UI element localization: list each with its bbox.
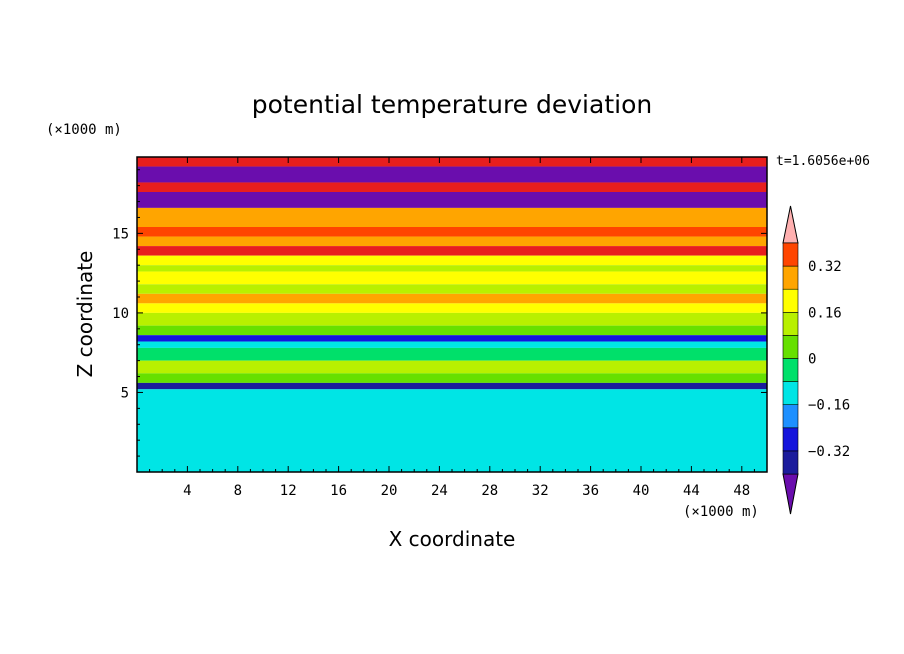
x-tick-label: 8 xyxy=(234,483,242,499)
field-band-18 xyxy=(137,347,767,361)
y-axis-ticks: 5 10 15 xyxy=(112,169,767,457)
colorbar-segment xyxy=(782,288,799,313)
colorbar-segment xyxy=(782,358,799,382)
field-band-19 xyxy=(137,360,767,374)
colorbar-label: −0.16 xyxy=(808,398,850,414)
y-tick-label: 5 xyxy=(121,385,129,401)
field-band-17 xyxy=(137,341,767,348)
field-band-8 xyxy=(137,255,767,266)
field-band-11 xyxy=(137,284,767,294)
field-band-12 xyxy=(137,293,767,304)
field-band-9 xyxy=(137,265,767,272)
x-tick-label: 36 xyxy=(582,483,599,499)
field-band-5 xyxy=(137,227,767,237)
x-tick-label: 24 xyxy=(431,483,448,499)
x-tick-label: 40 xyxy=(633,483,650,499)
y-axis-label: Z coordinate xyxy=(73,251,97,378)
x-tick-label: 28 xyxy=(481,483,498,499)
colorbar-label: 0.32 xyxy=(808,259,842,275)
x-tick-label: 48 xyxy=(733,483,750,499)
colorbar-segment xyxy=(782,450,799,475)
x-tick-label: 4 xyxy=(183,483,191,499)
y-unit-label: (×1000 m) xyxy=(46,122,122,138)
x-tick-label: 44 xyxy=(683,483,700,499)
x-axis-ticks: 4 8 12 16 20 24 28 32 36 40 44 48 xyxy=(149,157,755,499)
field-band-7 xyxy=(137,246,767,256)
colorbar-label: 0.16 xyxy=(808,305,842,321)
x-unit-label: (×1000 m) xyxy=(683,504,759,520)
x-axis-label: X coordinate xyxy=(389,527,516,551)
field-band-13 xyxy=(137,303,767,313)
x-tick-label: 12 xyxy=(280,483,297,499)
x-tick-label: 16 xyxy=(330,483,347,499)
y-tick-label: 10 xyxy=(112,306,129,322)
field-band-14 xyxy=(137,312,767,326)
y-tick-label: 15 xyxy=(112,226,129,242)
colorbar-extend-bottom xyxy=(782,473,799,515)
field-band-21 xyxy=(137,382,767,390)
colorbar-label: −0.32 xyxy=(808,444,850,460)
colorbar-segment xyxy=(782,311,799,336)
colorbar-segment xyxy=(782,265,799,290)
field-band-4 xyxy=(137,207,767,227)
field-band-16 xyxy=(137,335,767,342)
field-band-3 xyxy=(137,192,767,208)
x-tick-label: 20 xyxy=(381,483,398,499)
colorbar: 0.32 0.16 0 −0.16 −0.32 xyxy=(782,205,850,515)
colorbar-segment xyxy=(782,427,799,452)
field-band-0 xyxy=(137,157,767,167)
colorbar-segment xyxy=(782,335,799,359)
x-tick-label: 32 xyxy=(532,483,549,499)
colorbar-extend-top xyxy=(782,205,799,244)
field-band-2 xyxy=(137,182,767,192)
field-band-10 xyxy=(137,271,767,285)
time-label: t=1.6056e+06 xyxy=(776,154,870,169)
colorbar-segment xyxy=(782,404,799,429)
field-band-15 xyxy=(137,325,767,336)
field-band-22 xyxy=(137,389,767,472)
field-band-20 xyxy=(137,373,767,383)
contour-field xyxy=(137,157,767,472)
colorbar-label: 0 xyxy=(808,352,816,368)
field-band-1 xyxy=(137,166,767,183)
colorbar-segment xyxy=(782,381,799,406)
chart-title: potential temperature deviation xyxy=(252,90,652,119)
field-band-6 xyxy=(137,236,767,247)
colorbar-segment xyxy=(782,242,799,267)
